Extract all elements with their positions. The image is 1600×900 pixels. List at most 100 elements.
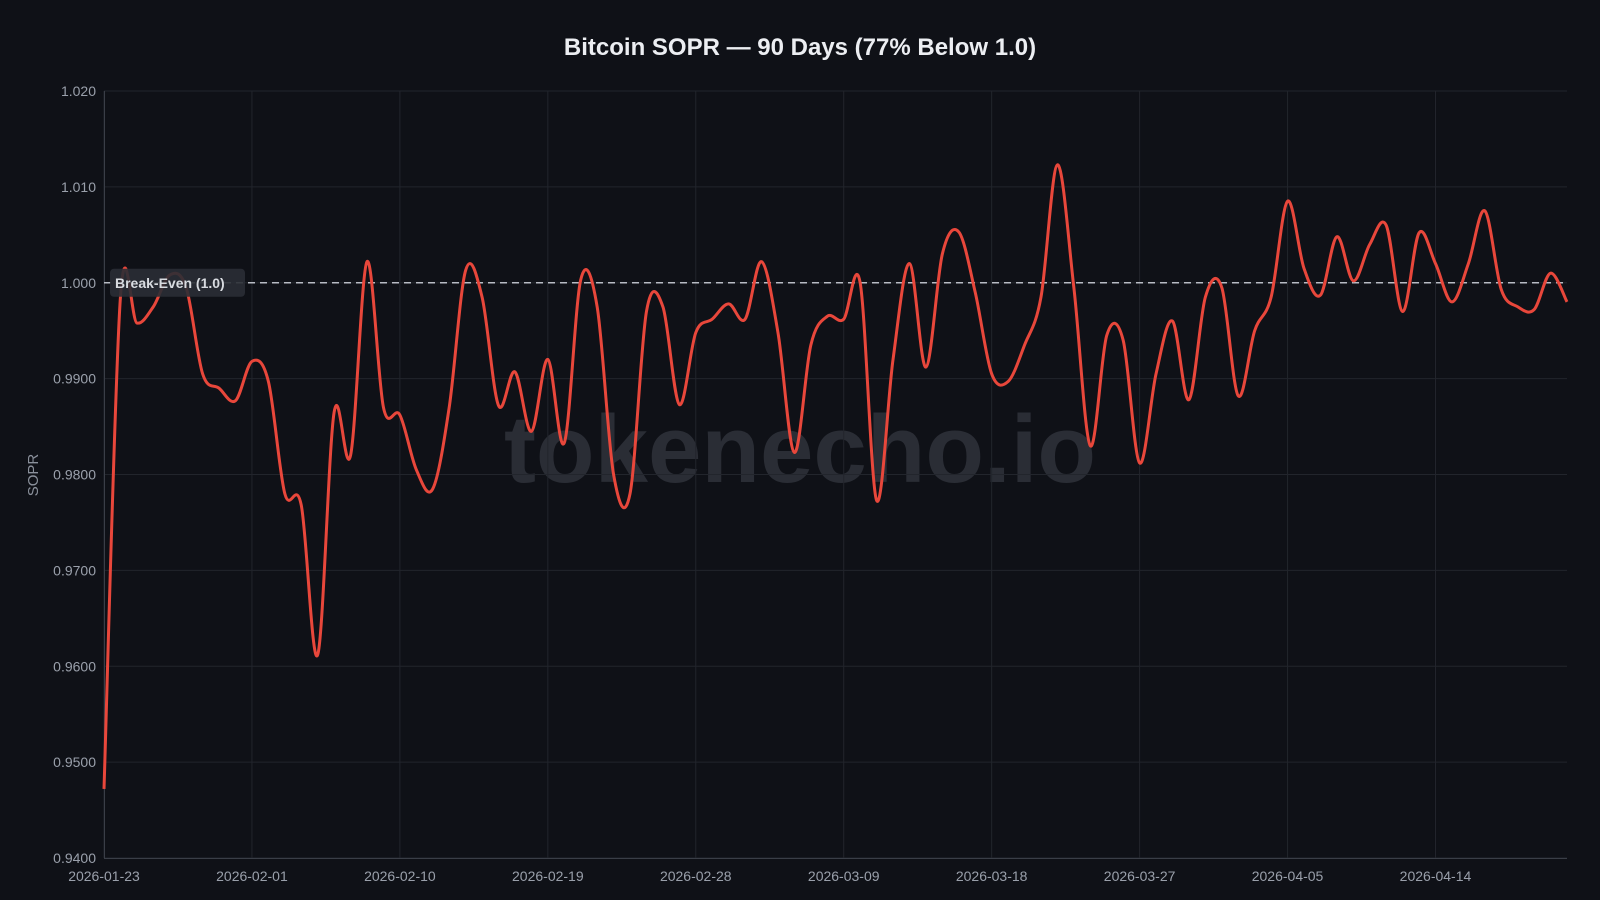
data-point	[546, 357, 550, 361]
data-point	[151, 305, 155, 309]
break-even-label-box	[110, 268, 245, 297]
data-point	[1236, 394, 1240, 398]
data-point	[1335, 235, 1339, 239]
data-point	[1483, 209, 1487, 213]
data-point	[1121, 338, 1125, 342]
data-point	[1055, 163, 1059, 167]
y-tick-label: 1.020	[61, 83, 96, 99]
data-point	[1170, 319, 1174, 323]
y-tick-label: 0.9600	[53, 658, 96, 674]
data-point	[661, 305, 665, 309]
data-point	[201, 372, 205, 376]
x-tick-label: 2026-02-01	[216, 868, 288, 884]
y-tick-label: 1.000	[61, 275, 96, 291]
x-tick-label: 2026-03-27	[1104, 868, 1176, 884]
y-tick-label: 0.9500	[53, 754, 96, 770]
x-tick-label: 2026-01-23	[68, 868, 140, 884]
data-point	[381, 405, 385, 409]
data-point	[891, 357, 895, 361]
data-point	[1006, 380, 1010, 384]
data-point	[1105, 333, 1109, 337]
data-point	[283, 492, 287, 496]
data-point	[875, 498, 879, 502]
data-point	[990, 372, 994, 376]
data-point	[431, 487, 435, 491]
y-tick-label: 0.9700	[53, 562, 96, 578]
data-point	[727, 302, 731, 306]
data-point	[217, 386, 221, 390]
data-point	[595, 305, 599, 309]
sopr-line	[102, 163, 1569, 790]
data-point	[1138, 461, 1142, 465]
data-point	[497, 403, 501, 407]
data-point	[1318, 293, 1322, 297]
x-tick-label: 2026-03-18	[956, 868, 1028, 884]
data-point	[414, 468, 418, 472]
data-point	[447, 405, 451, 409]
x-tick-label: 2026-02-28	[660, 868, 732, 884]
data-point	[1450, 300, 1454, 304]
data-point	[266, 380, 270, 384]
data-point	[1417, 231, 1421, 235]
data-point	[743, 317, 747, 321]
data-point	[1401, 310, 1405, 314]
data-point	[1384, 223, 1388, 227]
data-point	[694, 331, 698, 335]
data-point	[464, 268, 468, 272]
data-point	[710, 317, 714, 321]
x-axis: 2026-01-23 2026-02-01 2026-02-10 2026-02-19…	[68, 868, 1471, 884]
data-point	[1351, 279, 1355, 283]
x-tick-label: 2026-04-14	[1400, 868, 1472, 884]
data-point	[858, 281, 862, 285]
y-axis: 1.020 1.010 1.000 0.9900 0.9800 0.9700 0.9600 0…	[53, 83, 96, 866]
y-axis-label: SOPR	[25, 454, 42, 497]
data-point	[365, 260, 369, 264]
data-point	[398, 413, 402, 417]
data-point	[1154, 372, 1158, 376]
data-point	[612, 473, 616, 477]
break-even-label: Break-Even (1.0)	[115, 275, 225, 291]
data-point	[644, 310, 648, 314]
data-point	[579, 278, 583, 282]
data-point	[973, 290, 977, 294]
data-point	[102, 787, 106, 791]
data-point	[776, 331, 780, 335]
data-point	[1203, 295, 1207, 299]
data-point	[957, 230, 961, 234]
data-point	[1532, 308, 1536, 312]
data-point	[1253, 329, 1257, 333]
data-point	[940, 252, 944, 256]
data-point	[1088, 444, 1092, 448]
data-point	[1433, 262, 1437, 266]
data-point	[1072, 286, 1076, 290]
data-point	[1269, 295, 1273, 299]
data-point	[1499, 287, 1503, 291]
data-point	[1302, 266, 1306, 270]
data-point	[562, 441, 566, 445]
y-tick-label: 0.9800	[53, 467, 96, 483]
data-point	[1023, 343, 1027, 347]
data-point	[809, 343, 813, 347]
grid	[103, 90, 1567, 859]
y-tick-label: 0.9900	[53, 371, 96, 387]
data-point	[677, 403, 681, 407]
data-point	[907, 262, 911, 266]
data-point	[349, 453, 353, 457]
data-point	[1565, 300, 1569, 304]
data-point	[529, 429, 533, 433]
series-sopr	[102, 163, 1569, 791]
chart-title: Bitcoin SOPR — 90 Days (77% Below 1.0)	[563, 34, 1037, 61]
data-point	[316, 653, 320, 657]
data-point	[250, 359, 254, 363]
x-tick-label: 2026-02-10	[364, 868, 436, 884]
data-point	[924, 365, 928, 369]
data-point	[825, 314, 829, 318]
data-point	[1286, 199, 1290, 203]
data-point	[1516, 305, 1520, 309]
y-tick-label: 0.9400	[53, 850, 96, 866]
data-point	[1187, 398, 1191, 402]
data-point	[234, 399, 238, 403]
data-point	[135, 321, 139, 325]
x-tick-label: 2026-02-19	[512, 868, 584, 884]
